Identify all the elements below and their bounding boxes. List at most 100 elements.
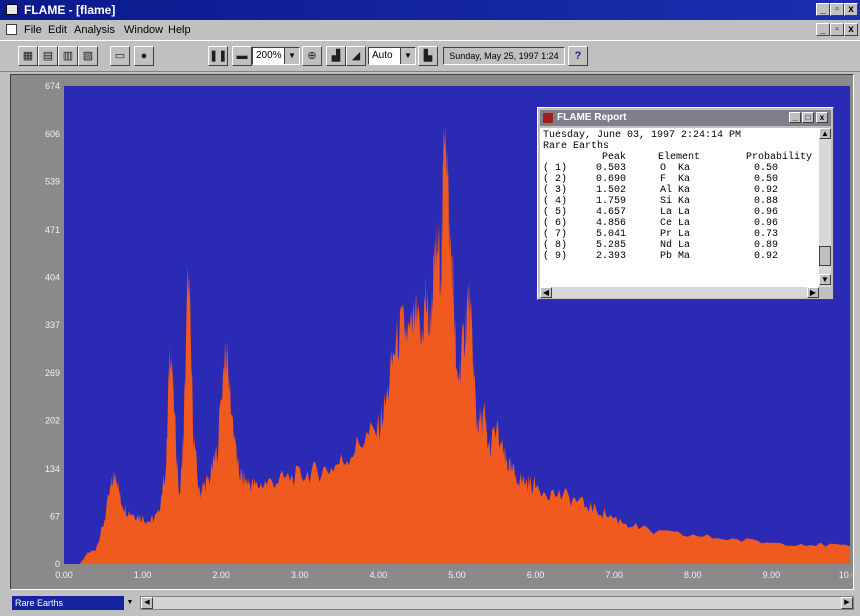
report-cell-idx: ( 7) [543,229,567,240]
stop-icon[interactable]: ● [134,46,154,66]
y-tick-label: 269 [45,368,60,378]
report-cell-idx: ( 9) [543,251,567,262]
report-cell-peak: 0.690 [596,174,626,185]
report-cell-idx: ( 6) [543,218,567,229]
x-tick-label: 8.00 [684,570,702,580]
column-element: Element [658,152,700,163]
report-close-button[interactable]: x [816,112,828,123]
scroll-right-icon[interactable]: ▶ [841,597,853,609]
report-cell-element: O Ka [660,163,690,174]
report-cell-idx: ( 5) [543,207,567,218]
report-minimize-button[interactable]: _ [789,112,801,123]
y-axis: 0 67 134 202 269 337 404 471 539 606 674 [45,81,60,569]
report-cell-idx: ( 2) [543,174,567,185]
help-icon[interactable]: ? [568,46,588,66]
report-cell-probability: 0.92 [754,185,778,196]
pause-icon[interactable]: ❚❚ [208,46,228,66]
y-tick-label: 202 [45,416,60,426]
report-title-bar[interactable]: FLAME Report _ □ x [540,110,831,126]
report-cell-idx: ( 4) [543,196,567,207]
zoom-select[interactable]: 200% ▼ [252,47,300,65]
zoom-in-icon[interactable]: ⊕ [302,46,322,66]
chart-icon[interactable]: ▙ [418,46,438,66]
y-tick-label: 674 [45,81,60,91]
scroll-thumb[interactable] [819,246,831,266]
copy-icon[interactable]: ▧ [78,46,98,66]
report-cell-idx: ( 8) [543,240,567,251]
toolbar: ▦ ▤ ▥ ▧ ▭ ● ❚❚ ▬ 200% ▼ ⊕ ▟ ◢ Auto ▼ ▙ S… [0,40,860,72]
report-date: Tuesday, June 03, 1997 2:24:14 PM [543,130,741,141]
record-icon[interactable]: ▭ [110,46,130,66]
spectrum-icon[interactable]: ▟ [326,46,346,66]
menu-edit[interactable]: Edit [48,24,67,36]
menu-help[interactable]: Help [168,24,191,36]
report-vertical-scrollbar[interactable]: ▲ ▼ [819,128,831,287]
menu-analysis[interactable]: Analysis [74,24,115,36]
doc-close-button[interactable]: x [844,23,858,36]
scroll-left-icon[interactable]: ◀ [540,287,552,298]
x-tick-label: 10.00 [839,570,852,580]
print-icon[interactable]: ▥ [58,46,78,66]
chevron-down-icon[interactable]: ▼ [284,48,299,64]
date-display: Sunday, May 25, 1997 1:24 [443,47,565,65]
report-cell-peak: 1.502 [596,185,626,196]
report-heading: Rare Earths [543,141,609,152]
x-tick-label: 1.00 [134,570,152,580]
scroll-left-icon[interactable]: ◀ [141,597,153,609]
report-window[interactable]: FLAME Report _ □ x Tuesday, June 03, 199… [537,107,834,300]
y-tick-label: 67 [50,511,60,521]
menu-window[interactable]: Window [124,24,163,36]
report-cell-element: Pr La [660,229,690,240]
flame-icon [543,113,553,123]
chevron-down-icon[interactable]: ▼ [400,48,415,64]
report-cell-probability: 0.89 [754,240,778,251]
open-icon[interactable]: ▦ [18,46,38,66]
report-cell-peak: 4.856 [596,218,626,229]
library-select[interactable]: Rare Earths ▼ [12,596,136,610]
report-cell-peak: 2.393 [596,251,626,262]
column-probability: Probability [746,152,812,163]
log-scale-icon[interactable]: ◢ [346,46,366,66]
x-tick-label: 7.00 [605,570,623,580]
app-icon[interactable] [6,4,18,15]
report-title: FLAME Report [557,112,626,123]
minimize-button[interactable]: _ [816,3,830,16]
scroll-right-icon[interactable]: ▶ [807,287,819,298]
report-cell-element: La La [660,207,690,218]
report-cell-peak: 0.503 [596,163,626,174]
report-cell-peak: 4.657 [596,207,626,218]
window-title: FLAME - [flame] [24,3,115,17]
save-icon[interactable]: ▤ [38,46,58,66]
restore-button[interactable]: ▫ [830,3,844,16]
chevron-down-icon[interactable]: ▼ [124,596,136,610]
report-cell-probability: 0.50 [754,174,778,185]
zoom-out-icon[interactable]: ▬ [232,46,252,66]
doc-restore-button[interactable]: ▫ [830,23,844,36]
report-horizontal-scrollbar[interactable]: ◀ ▶ [540,287,819,298]
report-cell-peak: 1.759 [596,196,626,207]
horizontal-scrollbar[interactable]: ◀ ▶ [140,596,854,610]
report-cell-peak: 5.041 [596,229,626,240]
library-value: Rare Earths [15,598,63,608]
y-tick-label: 471 [45,225,60,235]
x-tick-label: 0.00 [55,570,73,580]
scroll-up-icon[interactable]: ▲ [819,128,831,139]
report-cell-element: Ce La [660,218,690,229]
menu-bar: File Edit Analysis Window Help _ ▫ x [0,20,860,40]
report-cell-probability: 0.88 [754,196,778,207]
menu-file[interactable]: File [24,24,42,36]
doc-minimize-button[interactable]: _ [816,23,830,36]
scale-value: Auto [372,50,393,61]
report-text[interactable]: Tuesday, June 03, 1997 2:24:14 PM Rare E… [540,128,819,287]
report-cell-probability: 0.96 [754,218,778,229]
report-cell-idx: ( 1) [543,163,567,174]
scroll-down-icon[interactable]: ▼ [819,274,831,285]
document-icon[interactable] [6,24,17,35]
close-button[interactable]: x [844,3,858,16]
report-maximize-button[interactable]: □ [802,112,814,123]
y-tick-label: 337 [45,320,60,330]
y-tick-label: 404 [45,272,60,282]
y-tick-label: 0 [55,559,60,569]
scale-select[interactable]: Auto ▼ [368,47,416,65]
report-cell-probability: 0.73 [754,229,778,240]
